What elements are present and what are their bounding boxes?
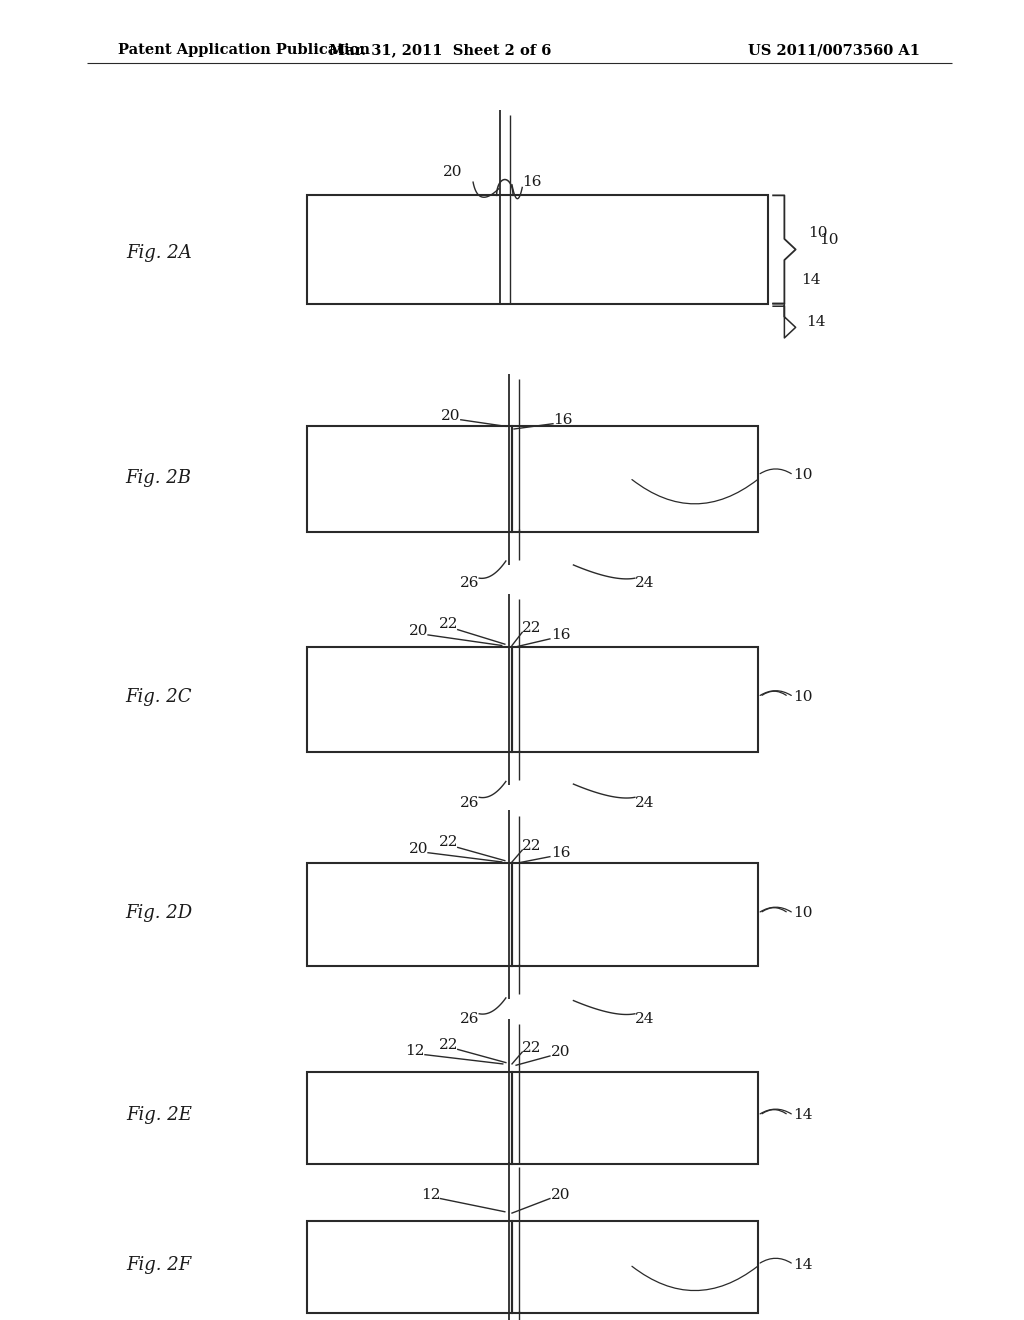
Text: 22: 22 — [439, 836, 459, 849]
Text: 14: 14 — [806, 315, 825, 329]
Text: 10: 10 — [794, 907, 813, 920]
Text: 14: 14 — [794, 1258, 813, 1271]
Text: 10: 10 — [808, 226, 827, 240]
Text: Fig. 2B: Fig. 2B — [126, 469, 191, 487]
Text: 12: 12 — [406, 1044, 425, 1057]
Text: 16: 16 — [551, 628, 570, 642]
Text: 22: 22 — [522, 622, 542, 635]
Text: 22: 22 — [439, 1039, 459, 1052]
Text: 24: 24 — [635, 1012, 654, 1026]
Bar — [307, 195, 768, 304]
Bar — [307, 647, 512, 752]
Text: 16: 16 — [553, 413, 572, 426]
Text: 10: 10 — [794, 690, 813, 704]
Text: 20: 20 — [443, 165, 463, 178]
Text: 20: 20 — [551, 1045, 570, 1059]
Bar — [512, 647, 758, 752]
Text: 20: 20 — [551, 1188, 570, 1201]
Text: 10: 10 — [794, 469, 813, 482]
Bar — [512, 1221, 758, 1313]
Bar — [512, 1072, 758, 1164]
Text: 26: 26 — [460, 577, 479, 590]
Bar — [512, 426, 758, 532]
Text: 14: 14 — [794, 1109, 813, 1122]
Text: 24: 24 — [635, 577, 654, 590]
Text: Mar. 31, 2011  Sheet 2 of 6: Mar. 31, 2011 Sheet 2 of 6 — [329, 44, 552, 57]
Text: 16: 16 — [522, 176, 542, 189]
Text: Fig. 2F: Fig. 2F — [126, 1255, 191, 1274]
Text: US 2011/0073560 A1: US 2011/0073560 A1 — [748, 44, 920, 57]
Bar — [307, 426, 512, 532]
Text: 26: 26 — [460, 796, 479, 809]
Text: 20: 20 — [441, 409, 461, 422]
Bar — [512, 863, 758, 966]
Text: Fig. 2D: Fig. 2D — [125, 904, 193, 923]
Text: 24: 24 — [635, 796, 654, 809]
Text: 20: 20 — [409, 624, 428, 638]
Text: 16: 16 — [551, 846, 570, 859]
Text: Patent Application Publication: Patent Application Publication — [118, 44, 370, 57]
Text: Fig. 2A: Fig. 2A — [126, 244, 191, 263]
Text: 22: 22 — [522, 840, 542, 853]
Bar — [307, 1072, 512, 1164]
Text: 14: 14 — [801, 273, 820, 286]
Text: 22: 22 — [439, 618, 459, 631]
Text: 26: 26 — [460, 1012, 479, 1026]
Text: Fig. 2E: Fig. 2E — [126, 1106, 191, 1125]
Bar — [307, 863, 512, 966]
Text: 20: 20 — [409, 842, 428, 855]
Text: 22: 22 — [522, 1041, 542, 1055]
Text: Fig. 2C: Fig. 2C — [126, 688, 191, 706]
Text: 10: 10 — [819, 234, 839, 247]
Text: 12: 12 — [421, 1188, 440, 1201]
Bar — [307, 1221, 512, 1313]
